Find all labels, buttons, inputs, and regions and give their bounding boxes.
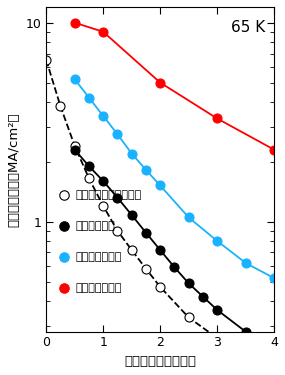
Text: 65 K: 65 K: [231, 20, 265, 35]
Text: ：今回の成果１: ：今回の成果１: [76, 252, 122, 262]
X-axis label: 外部磁場（テスラ）: 外部磁場（テスラ）: [124, 355, 196, 368]
Text: ：人工ピン材料無添加: ：人工ピン材料無添加: [76, 190, 142, 200]
Y-axis label: 臨界電流密度（MA/cm²）: 臨界電流密度（MA/cm²）: [7, 112, 20, 226]
Text: ：今回の成果２: ：今回の成果２: [76, 283, 122, 293]
Text: ：前回の成果: ：前回の成果: [76, 221, 116, 231]
